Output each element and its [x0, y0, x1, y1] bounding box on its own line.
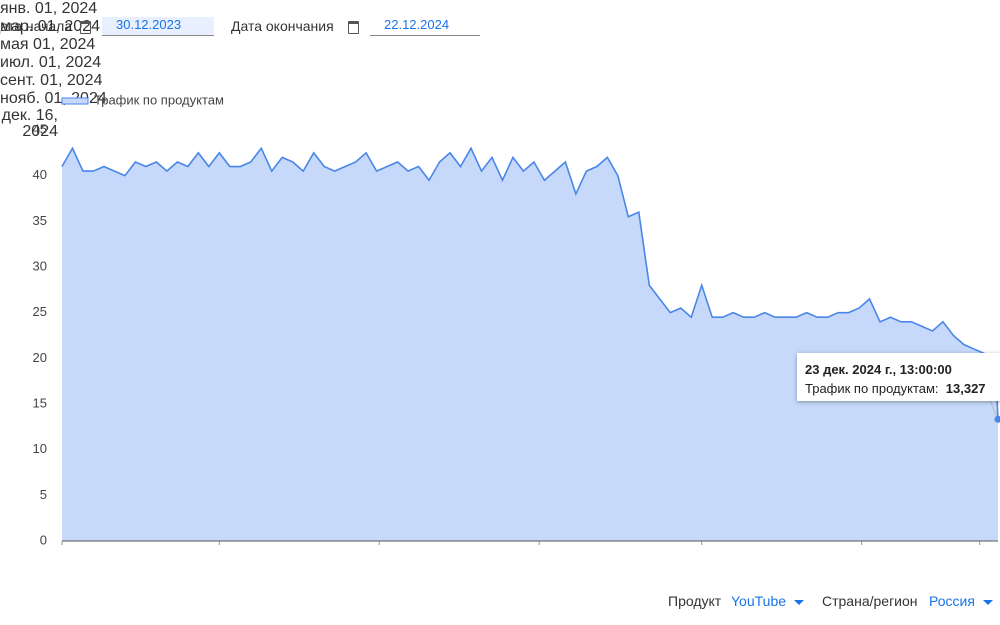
region-label: Страна/регион — [822, 593, 918, 609]
y-tick-label: 20 — [33, 350, 47, 365]
highlight-point — [994, 415, 1000, 423]
line — [61, 146, 999, 420]
tooltip: 23 дек. 2024 г., 13:00:00 Трафик по прод… — [797, 353, 1000, 401]
y-tick-label: 10 — [33, 441, 47, 456]
y-tick-label: 30 — [33, 258, 47, 273]
y-tick-label: 35 — [33, 213, 47, 228]
region-value[interactable]: Россия — [929, 593, 975, 609]
calendar-icon[interactable] — [348, 21, 359, 34]
tooltip-series: Трафик по продуктам: — [805, 381, 939, 396]
x-tick-label: июл. 01, 2024 — [0, 54, 102, 71]
end-input[interactable]: 22.12.2024 — [370, 17, 480, 36]
product-value[interactable]: YouTube — [731, 593, 787, 609]
tooltip-value: 13,327 — [945, 381, 986, 396]
product-dropdown[interactable]: YouTube — [731, 593, 805, 609]
y-tick-label: 15 — [33, 395, 47, 410]
product-label: Продукт — [668, 593, 722, 609]
start-input[interactable]: 30.12.2023 — [102, 17, 214, 36]
x-tick-label: янв. 01, 2024 — [0, 0, 98, 17]
end-label: Дата окончания — [231, 18, 334, 34]
calendar-icon[interactable] — [80, 21, 91, 34]
y-tick-label: 5 — [40, 487, 47, 502]
y-tick-label: 45 — [33, 121, 47, 136]
region-dropdown[interactable]: Россия — [929, 593, 993, 609]
x-tick-label: дек. 16, 2024 — [1, 107, 58, 140]
area — [62, 148, 998, 541]
x-tick-label: мая 01, 2024 — [0, 36, 96, 53]
start-label: Дата начала — [0, 18, 73, 34]
x-tick-label: мар. 01, 2024 — [0, 18, 100, 35]
y-tick-label: 0 — [40, 532, 47, 547]
y-tick-label: 25 — [33, 304, 47, 319]
legend-swatch — [61, 97, 89, 105]
tooltip-title: 23 дек. 2024 г., 13:00:00 — [805, 362, 952, 377]
x-tick-label: сент. 01, 2024 — [0, 72, 103, 89]
legend-label: Трафик по продуктам — [94, 92, 224, 107]
y-tick-label: 40 — [33, 167, 47, 182]
